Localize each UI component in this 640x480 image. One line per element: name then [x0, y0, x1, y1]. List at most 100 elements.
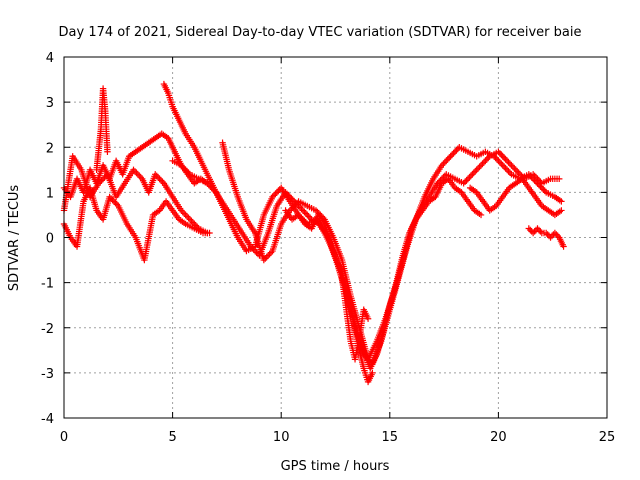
data-point — [305, 213, 312, 220]
data-point — [179, 208, 186, 216]
data-point — [506, 169, 514, 177]
data-point — [301, 208, 308, 216]
data-point — [518, 172, 525, 180]
y-tick-label: 3 — [46, 96, 54, 111]
data-point — [443, 157, 450, 164]
data-point — [99, 175, 107, 183]
data-point — [136, 172, 143, 180]
data-point — [131, 168, 139, 175]
series-trace-4 — [93, 85, 111, 174]
data-point — [296, 204, 304, 211]
data-point — [253, 249, 260, 256]
data-point — [495, 148, 502, 155]
data-point — [270, 192, 278, 199]
data-point — [273, 189, 281, 196]
data-point — [470, 169, 477, 177]
ticks — [63, 56, 608, 419]
data-point — [157, 177, 165, 184]
data-point — [463, 177, 470, 184]
data-point — [299, 207, 307, 214]
data-point — [185, 169, 192, 177]
data-point — [109, 196, 116, 204]
data-point — [247, 243, 254, 250]
data-point — [493, 156, 501, 163]
data-point — [178, 207, 185, 214]
data-point — [503, 166, 511, 174]
data-point — [479, 160, 486, 167]
data-point — [529, 171, 537, 178]
data-point — [531, 228, 538, 235]
data-point — [180, 165, 188, 172]
data-point — [185, 214, 192, 222]
data-point — [483, 156, 491, 163]
data-point — [182, 211, 189, 219]
data-point — [445, 154, 453, 161]
data-point — [110, 198, 118, 205]
data-point — [289, 204, 296, 211]
data-point — [509, 163, 517, 171]
data-point — [208, 184, 215, 192]
data-point — [262, 255, 269, 262]
data-point — [288, 195, 295, 202]
data-point — [189, 219, 197, 226]
data-point — [467, 172, 475, 180]
data-point — [107, 195, 115, 202]
data-point — [551, 229, 559, 237]
data-point — [466, 174, 473, 181]
data-point — [306, 214, 314, 222]
data-point — [289, 196, 296, 204]
series-trace-11 — [525, 225, 567, 250]
data-point — [438, 162, 446, 169]
data-point — [312, 207, 320, 214]
data-point — [544, 231, 551, 238]
data-point — [556, 175, 563, 183]
data-point — [182, 166, 189, 174]
data-point — [250, 246, 257, 253]
data-point — [134, 171, 142, 178]
data-point — [516, 171, 524, 178]
data-point — [285, 192, 292, 199]
data-point — [469, 171, 476, 178]
data-point — [461, 178, 469, 186]
x-tick-label: 20 — [490, 430, 507, 445]
data-point — [532, 174, 540, 181]
x-tick-label: 0 — [60, 430, 68, 445]
data-point — [113, 201, 121, 208]
y-tick-label: -2 — [41, 322, 54, 337]
y-tick-label: -1 — [41, 277, 54, 292]
data-point — [156, 175, 163, 183]
data-point — [263, 253, 270, 261]
data-point — [498, 151, 505, 158]
data-point — [209, 186, 217, 193]
data-point — [101, 174, 108, 181]
data-point — [511, 165, 518, 172]
data-point — [527, 226, 534, 234]
data-point — [460, 180, 467, 187]
data-point — [192, 222, 199, 229]
series-trace-8 — [282, 175, 485, 372]
series-trace-6 — [169, 144, 565, 368]
data-point — [534, 175, 541, 183]
data-point — [444, 156, 451, 163]
y-tick-label: 0 — [46, 232, 54, 247]
y-tick-label: 2 — [46, 141, 54, 156]
data-point — [298, 205, 305, 213]
data-point — [112, 199, 119, 207]
data-point — [453, 147, 460, 154]
data-point — [541, 187, 548, 195]
data-point — [95, 180, 102, 187]
data-point — [104, 148, 111, 155]
data-point — [505, 168, 512, 175]
data-point — [133, 169, 140, 177]
data-point — [272, 190, 279, 198]
data-point — [560, 243, 567, 250]
data-point — [286, 193, 294, 201]
data-point — [183, 168, 191, 175]
tick-labels: 0 5 10 15 20 25 -4 -3 -2 -1 0 1 2 3 4 — [41, 51, 615, 445]
data-point — [304, 211, 311, 219]
data-point — [531, 172, 538, 180]
data-point — [251, 247, 259, 255]
data-point — [364, 315, 372, 322]
data-point — [492, 154, 499, 161]
data-point — [152, 171, 159, 178]
